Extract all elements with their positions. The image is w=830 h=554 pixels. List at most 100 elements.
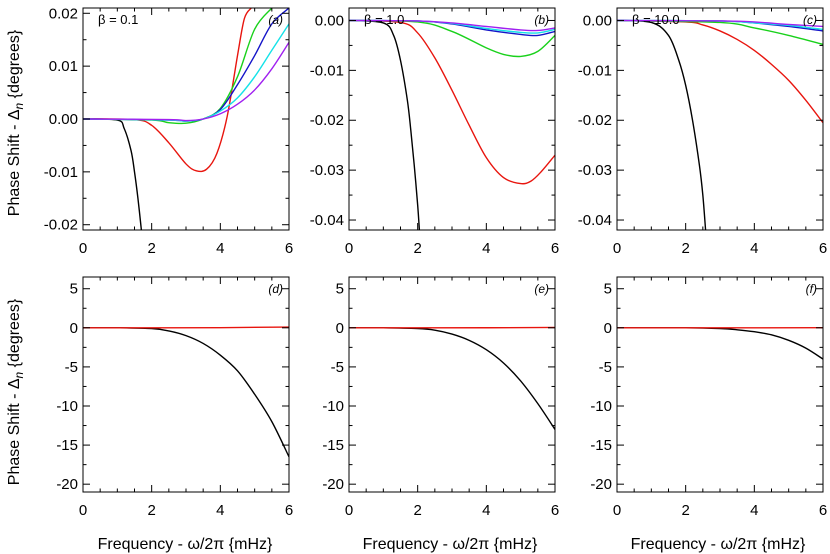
x-tick-label: 0: [79, 240, 87, 257]
x-tick-label: 6: [819, 240, 827, 257]
y-tick-label: -0.04: [310, 212, 344, 229]
series-group: [83, 8, 289, 230]
x-tick-label: 0: [79, 502, 87, 519]
panel-tag: (e): [534, 282, 549, 296]
series-line-purple: [617, 19, 823, 28]
x-tick-label: 2: [681, 240, 689, 257]
y-tick-label: -0.01: [578, 62, 612, 79]
x-tick-label: 4: [216, 502, 224, 519]
x-tick-label: 6: [285, 502, 293, 519]
series-group: [349, 19, 555, 230]
beta-annotation: β = 1.0: [364, 12, 404, 27]
series-line-purple: [349, 19, 555, 32]
series-line-red: [83, 326, 289, 329]
plot-frame: [616, 276, 824, 493]
series-line-cyan: [83, 23, 289, 122]
series-line-black: [617, 327, 823, 360]
y-tick-label: -0.01: [310, 62, 344, 79]
series-line-red: [83, 8, 252, 173]
panel-c: 0 2 4 6 -0.04 -0.03 -0.02 -0.01 0.00 β = 10.0 (c): [578, 7, 827, 257]
x-tick-label: 4: [750, 502, 758, 519]
y-tick-label: -15: [56, 437, 78, 454]
x-tick-label: 2: [147, 502, 155, 519]
panels: 0 2 4 6 -0.02 -0.01 0.00 0.01 0.02 β = 0.1 (a) 0 2 4 6…: [44, 5, 827, 519]
panel-d: 0 2 4 6 5 0 -5 -10 -15 -20 (d): [56, 276, 293, 519]
x-tick-label: 6: [819, 502, 827, 519]
series-group: [617, 19, 823, 230]
panel-tag: (d): [268, 282, 283, 296]
xlabel-middle: Frequency - ω/2π {mHz}: [363, 536, 538, 553]
x-tick-label: 0: [613, 240, 621, 257]
series-group: [617, 326, 823, 360]
y-tick-label: -20: [590, 476, 612, 493]
y-tick-label: -0.02: [310, 112, 344, 129]
x-tick-label: 6: [285, 240, 293, 257]
beta-annotation: β = 10.0: [632, 12, 680, 27]
y-tick-label: 0.02: [49, 5, 78, 22]
y-tick-label: 5: [604, 281, 612, 298]
y-tick-label: 0: [336, 320, 344, 337]
y-tick-label: -10: [322, 398, 344, 415]
xlabel-right: Frequency - ω/2π {mHz}: [631, 536, 806, 553]
panel-f: 0 2 4 6 5 0 -5 -10 -15 -20 (f): [590, 276, 827, 519]
x-tick-label: 4: [216, 240, 224, 257]
x-tick-label: 4: [482, 502, 490, 519]
panel-tag: (b): [534, 13, 549, 27]
y-tick-label: -20: [322, 476, 344, 493]
series-group: [349, 326, 555, 430]
series-line-red: [617, 19, 823, 124]
y-tick-label: 0: [70, 320, 78, 337]
series-line-black: [349, 19, 421, 230]
y-tick-label: -5: [599, 359, 612, 376]
plot-frame: [616, 7, 824, 231]
plot-frame: [82, 276, 290, 493]
series-line-green: [349, 19, 555, 58]
x-tick-label: 2: [147, 240, 155, 257]
panel-tag: (f): [806, 282, 817, 296]
series-line-red: [349, 19, 555, 185]
y-tick-label: -0.03: [310, 162, 344, 179]
y-tick-label: -15: [322, 437, 344, 454]
y-tick-label: -20: [56, 476, 78, 493]
x-tick-label: 2: [681, 502, 689, 519]
y-tick-label: 0.00: [315, 12, 344, 29]
series-line-black: [349, 327, 555, 430]
y-tick-label: -5: [331, 359, 344, 376]
x-tick-label: 6: [551, 502, 559, 519]
x-tick-label: 0: [613, 502, 621, 519]
y-tick-label: 0.00: [583, 12, 612, 29]
series-line-purple: [83, 41, 289, 122]
xlabel-left: Frequency - ω/2π {mHz}: [98, 536, 273, 553]
y-tick-label: 0: [604, 320, 612, 337]
series-line-black: [83, 327, 289, 458]
beta-annotation: β = 0.1: [98, 12, 138, 27]
panel-e: 0 2 4 6 5 0 -5 -10 -15 -20 (e): [322, 276, 559, 519]
y-tick-label: -10: [56, 398, 78, 415]
ylabel-bottom-row: Phase Shift - Δn {degrees}: [6, 298, 26, 485]
y-tick-label: -0.04: [578, 212, 612, 229]
plot-frame: [348, 7, 556, 231]
y-tick-label: -5: [65, 359, 78, 376]
x-tick-label: 4: [482, 240, 490, 257]
x-tick-label: 0: [345, 240, 353, 257]
series-group: [83, 326, 289, 458]
y-tick-label: 5: [336, 281, 344, 298]
ylabel-top-row: Phase Shift - Δn {degrees}: [6, 29, 26, 216]
panel-a: 0 2 4 6 -0.02 -0.01 0.00 0.01 0.02 β = 0.1 (a): [44, 5, 293, 257]
y-tick-label: -0.01: [44, 164, 78, 181]
x-tick-label: 6: [551, 240, 559, 257]
x-tick-label: 4: [750, 240, 758, 257]
y-tick-label: -0.03: [578, 162, 612, 179]
y-tick-label: -0.02: [578, 112, 612, 129]
panel-b: 0 2 4 6 -0.04 -0.03 -0.02 -0.01 0.00 β = 1.0 (b): [310, 7, 559, 257]
series-line-black: [617, 19, 707, 230]
x-tick-label: 0: [345, 502, 353, 519]
y-tick-label: -0.02: [44, 217, 78, 234]
y-tick-label: 0.00: [49, 111, 78, 128]
y-tick-label: 0.01: [49, 58, 78, 75]
panel-tag: (a): [268, 13, 283, 27]
y-tick-label: -15: [590, 437, 612, 454]
series-line-black: [83, 118, 143, 230]
x-tick-label: 2: [413, 240, 421, 257]
